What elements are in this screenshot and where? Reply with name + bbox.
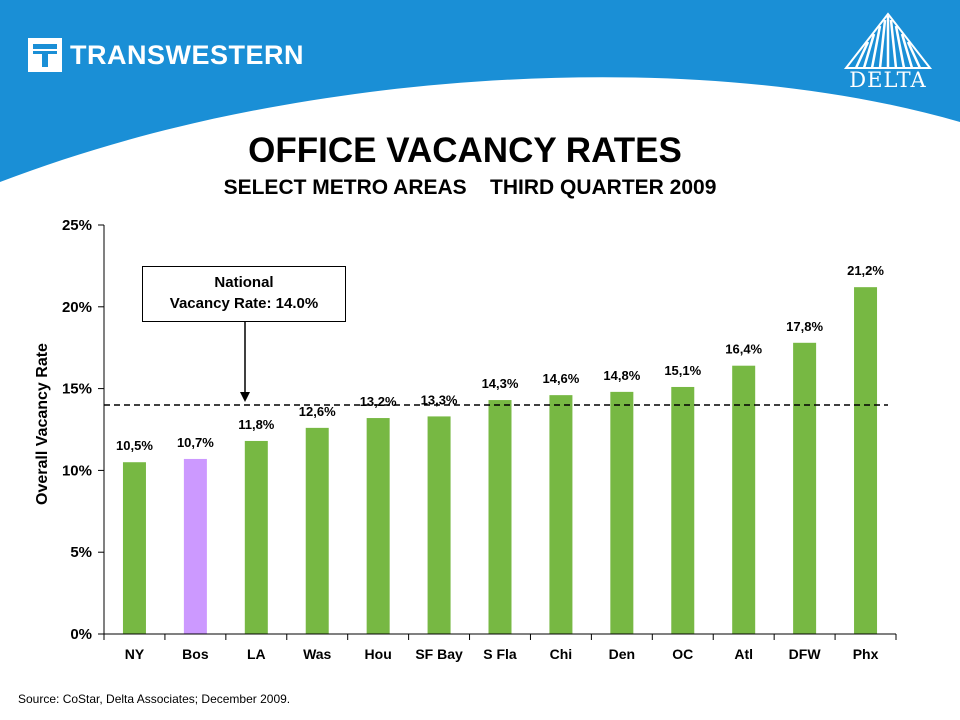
transwestern-logo: TRANSWESTERN bbox=[28, 38, 304, 72]
callout-arrowhead bbox=[240, 392, 250, 402]
value-label: 14,3% bbox=[482, 376, 519, 391]
y-tick-label: 5% bbox=[70, 544, 92, 561]
bar-la bbox=[244, 440, 268, 634]
bar-hou bbox=[366, 418, 390, 634]
delta-logo-text: DELTA bbox=[849, 68, 927, 92]
x-tick-label: SF Bay bbox=[415, 646, 463, 662]
bar-chi bbox=[549, 395, 573, 634]
chart-subtitle: SELECT METRO AREAS THIRD QUARTER 2009 bbox=[223, 176, 717, 199]
y-tick-label: 20% bbox=[62, 299, 92, 316]
bar-oc bbox=[671, 386, 695, 634]
x-tick-label: LA bbox=[247, 646, 266, 662]
value-label: 17,8% bbox=[786, 319, 823, 334]
value-label: 13,3% bbox=[421, 392, 458, 407]
bar-s-fla bbox=[488, 400, 512, 634]
transwestern-t-icon bbox=[28, 38, 62, 72]
bar-ny bbox=[122, 462, 146, 634]
value-label: 12,6% bbox=[299, 404, 336, 419]
x-tick-label: DFW bbox=[789, 646, 822, 662]
national-vacancy-callout: National Vacancy Rate: 14.0% bbox=[142, 266, 346, 322]
x-tick-label: Chi bbox=[550, 646, 573, 662]
source-note: Source: CoStar, Delta Associates; Decemb… bbox=[18, 692, 291, 706]
bar-atl bbox=[732, 365, 756, 634]
header-band bbox=[0, 0, 960, 182]
callout-line-1: National bbox=[214, 274, 274, 291]
value-label: 15,1% bbox=[664, 363, 701, 378]
y-tick-label: 15% bbox=[62, 381, 92, 398]
bar-bos bbox=[183, 458, 207, 634]
y-tick-label: 10% bbox=[62, 462, 92, 479]
y-axis-label: Overall Vacancy Rate bbox=[34, 343, 51, 505]
bar-den bbox=[610, 391, 634, 634]
x-tick-label: Phx bbox=[853, 646, 879, 662]
transwestern-logo-text: TRANSWESTERN bbox=[70, 39, 304, 70]
x-tick-label: Was bbox=[303, 646, 331, 662]
x-tick-label: Bos bbox=[182, 646, 209, 662]
value-label: 16,4% bbox=[725, 342, 762, 357]
x-tick-label: Hou bbox=[365, 646, 392, 662]
x-tick-label: S Fla bbox=[483, 646, 517, 662]
bars-layer bbox=[122, 287, 878, 634]
delta-logo: DELTA bbox=[838, 12, 938, 92]
bar-phx bbox=[854, 287, 878, 634]
x-tick-label: OC bbox=[672, 646, 693, 662]
bar-dfw bbox=[793, 342, 817, 634]
value-label: 10,7% bbox=[177, 435, 214, 450]
value-label: 14,8% bbox=[603, 368, 640, 383]
delta-building-icon bbox=[843, 12, 933, 69]
bar-was bbox=[305, 427, 329, 634]
callout-line-2: Vacancy Rate: 14.0% bbox=[169, 295, 319, 312]
y-tick-label: 25% bbox=[62, 217, 92, 234]
x-tick-label: Atl bbox=[734, 646, 753, 662]
x-tick-label: NY bbox=[125, 646, 145, 662]
x-tick-label: Den bbox=[609, 646, 635, 662]
axis-layer bbox=[98, 224, 897, 640]
y-tick-label: 0% bbox=[70, 626, 92, 643]
value-label: 14,6% bbox=[542, 371, 579, 386]
value-label: 21,2% bbox=[847, 263, 884, 278]
chart-title: OFFICE VACANCY RATES bbox=[248, 131, 682, 170]
bar-sf-bay bbox=[427, 416, 451, 634]
value-label: 10,5% bbox=[116, 438, 153, 453]
value-label: 13,2% bbox=[360, 394, 397, 409]
value-label: 11,8% bbox=[238, 417, 275, 432]
labels-layer: 10,5% NY 10,7% Bos 11,8% LA 12,6% Was 13,2% Hou 13… bbox=[62, 217, 884, 662]
